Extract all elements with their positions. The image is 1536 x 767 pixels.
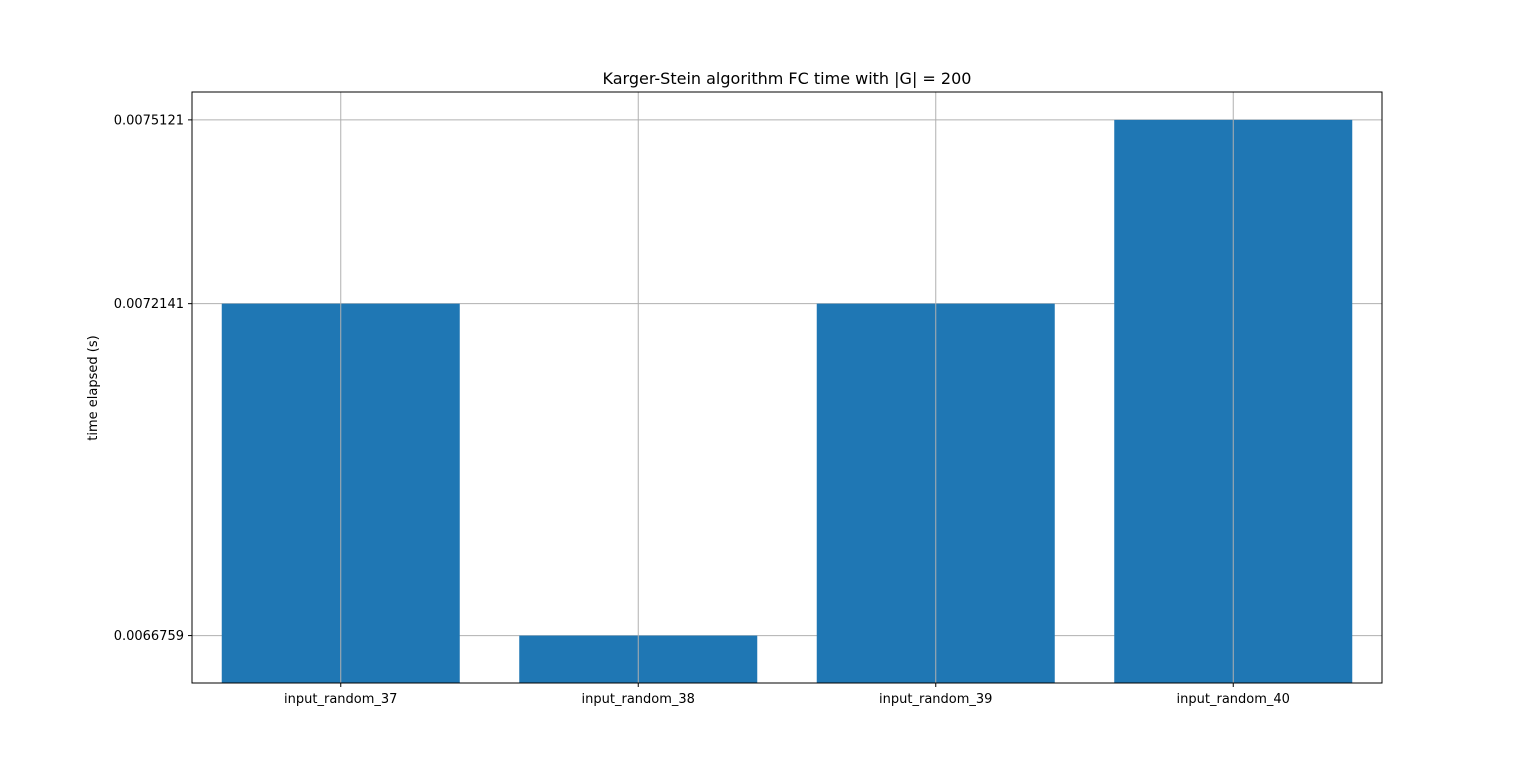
bars-layer	[221, 119, 1353, 683]
x-tick-label: input_random_40	[1177, 692, 1290, 707]
x-tick-label: input_random_37	[284, 692, 397, 707]
plot-frame	[191, 91, 1383, 684]
vertical-grid-layer	[340, 92, 1234, 683]
x-tick-label: input_random_38	[582, 692, 695, 707]
y-tick-label: 0.0075121	[114, 113, 184, 128]
x-tick-label: input_random_39	[879, 692, 992, 707]
chart-title: Karger-Stein algorithm FC time with |G| …	[603, 69, 972, 88]
y-axis-label: time elapsed (s)	[86, 335, 101, 440]
y-axis-ticks: 0.0066759 0.0072141 0.0075121	[114, 113, 192, 644]
x-axis-ticks: input_random_37 input_random_38 input_rand…	[284, 683, 1290, 707]
y-tick-label: 0.0072141	[114, 297, 184, 312]
y-tick-label: 0.0066759	[114, 629, 184, 644]
